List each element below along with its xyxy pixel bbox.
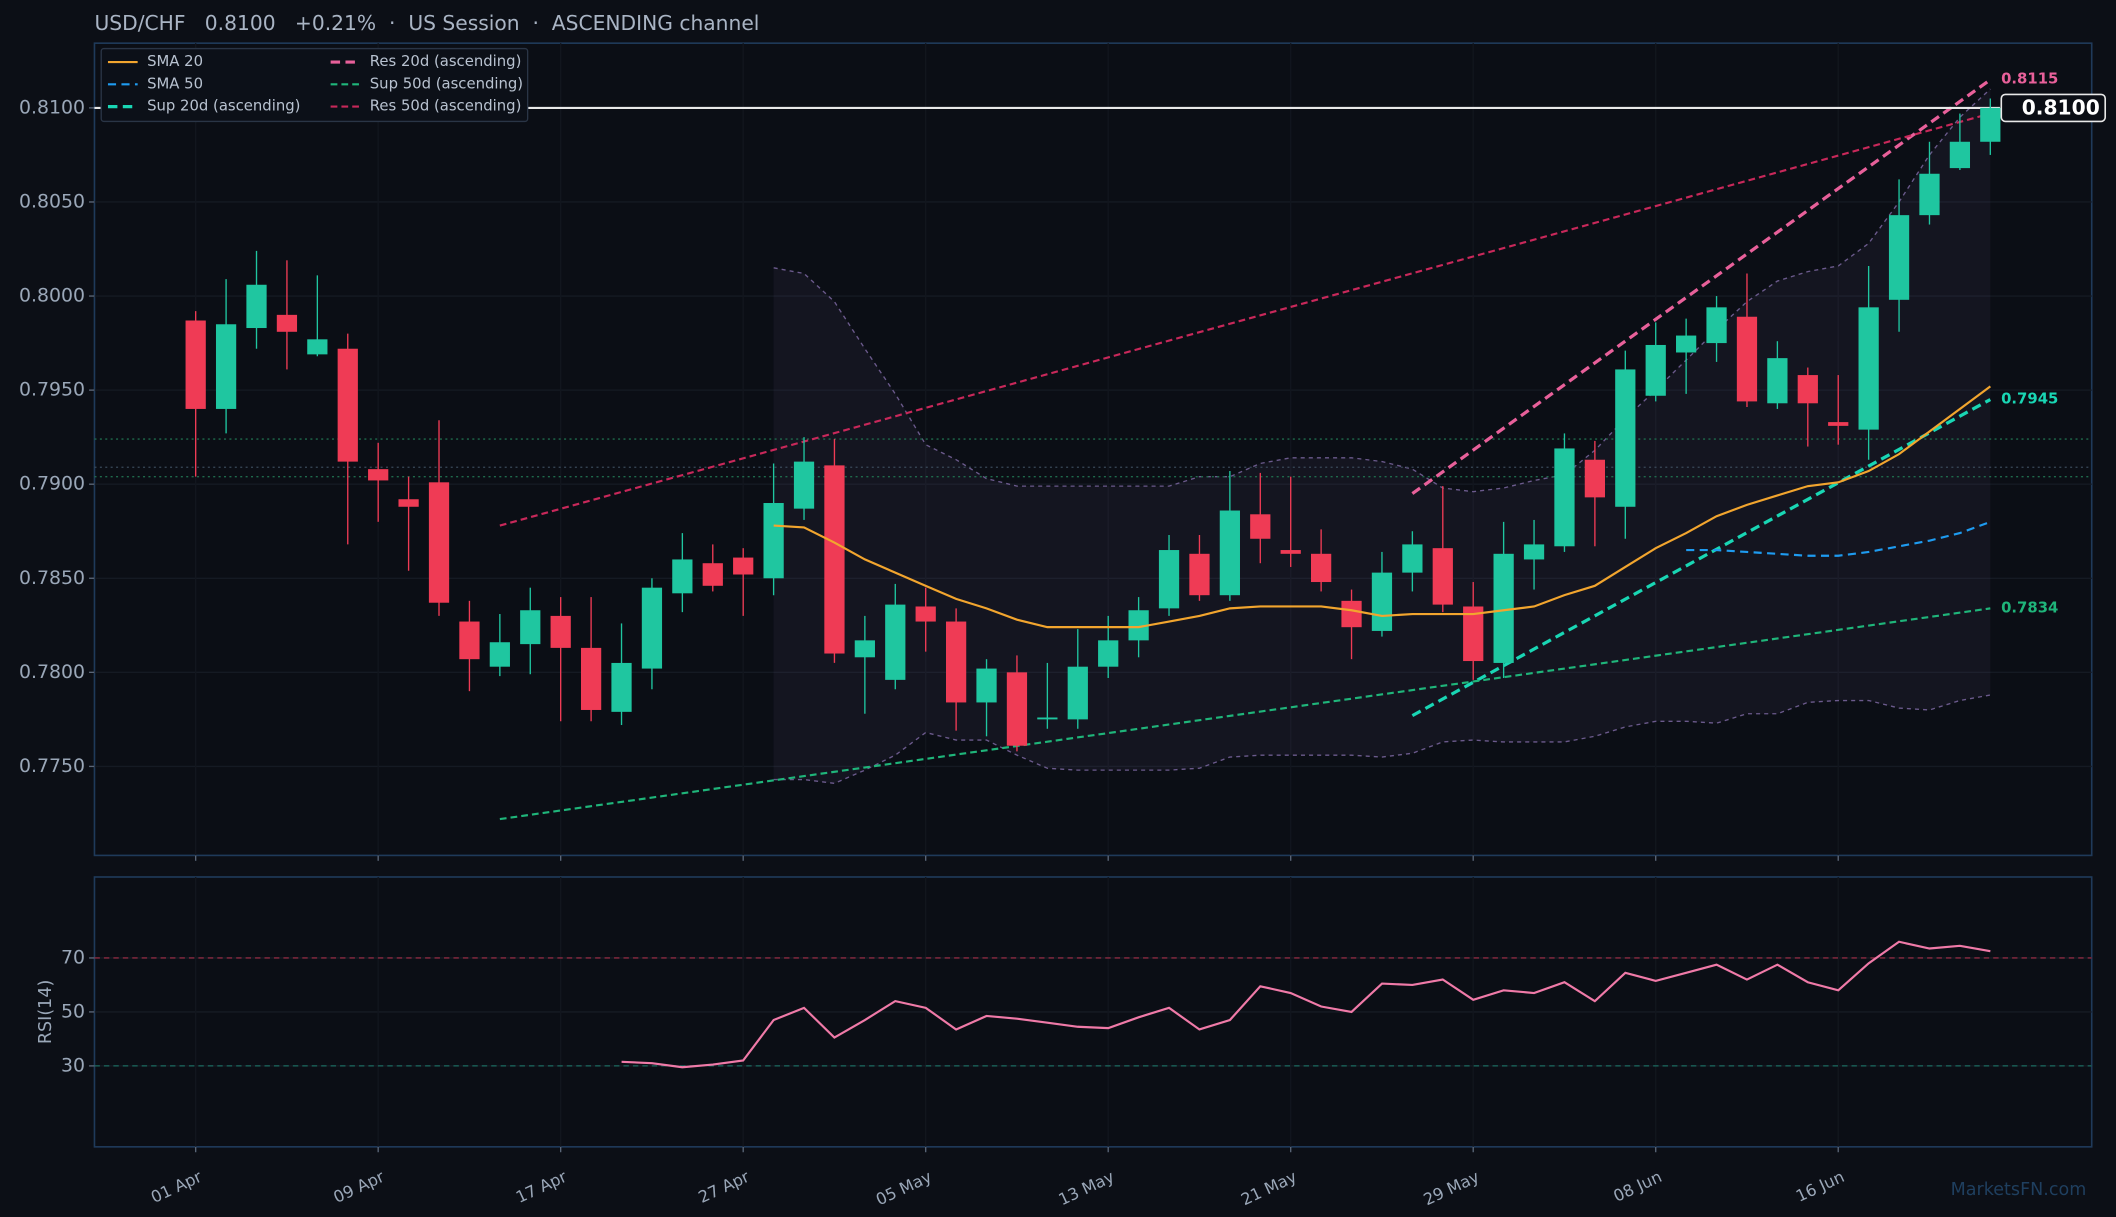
candle-body [459, 621, 480, 660]
last-price-box [2000, 93, 2107, 123]
series-line [1686, 520, 1991, 557]
candle-body [702, 563, 723, 586]
candle-body [580, 647, 602, 710]
candle-body [368, 469, 389, 481]
legend-label: Sup 20d (ascending) [147, 98, 300, 115]
candle-body [915, 606, 936, 622]
candle-body [520, 610, 541, 645]
candle-body [1523, 544, 1545, 560]
candle-body [398, 499, 419, 507]
trendline [1411, 398, 1992, 718]
candle-body [1888, 215, 1910, 300]
candle-body [1493, 553, 1514, 663]
watermark: MarketsFN.com [1951, 1180, 2087, 1200]
series-line [773, 385, 1992, 629]
candle-body [1615, 369, 1636, 507]
candle-body [1858, 307, 1879, 430]
candle-body [1584, 459, 1606, 498]
trendline-end-label: 0.7945 [2001, 391, 2058, 408]
y-tick-label: 50 [61, 1000, 85, 1022]
candle-body [854, 640, 875, 658]
candle-body [733, 557, 754, 575]
legend-label: SMA 20 [147, 53, 203, 70]
trendline [499, 607, 1991, 821]
candle-body [550, 615, 571, 648]
trendline [499, 112, 1991, 527]
candle-body [1006, 672, 1028, 746]
candle-body [824, 465, 845, 654]
candle-body [1067, 666, 1088, 720]
candle-body [1949, 141, 1971, 169]
candle-body [215, 324, 237, 409]
legend-label: Res 50d (ascending) [370, 98, 522, 115]
rsi-axis-label: RSI(14) [36, 980, 56, 1044]
candle-body [337, 348, 358, 462]
candle-body [763, 503, 784, 579]
band-upper [773, 88, 1991, 493]
legend-label: Res 20d (ascending) [370, 53, 522, 70]
candle-body [489, 642, 510, 667]
candle-body [1706, 307, 1727, 344]
candle-body [1128, 610, 1149, 641]
last-price-label: 0.8100 [2022, 96, 2100, 120]
band-fill [773, 89, 1991, 784]
y-tick-label: 30 [61, 1054, 85, 1076]
candle-body [1219, 510, 1240, 596]
candle-body [1371, 572, 1393, 631]
y-tick-label: 0.7750 [19, 755, 85, 777]
candle-body [945, 621, 967, 703]
legend-label: SMA 50 [147, 75, 203, 92]
legend [100, 47, 529, 123]
trendline-end-label: 0.8115 [2001, 71, 2058, 88]
candle-body [1432, 548, 1453, 605]
y-tick-label: 0.8050 [19, 190, 85, 212]
candle-body [611, 662, 632, 712]
y-tick-label: 0.7800 [19, 661, 85, 683]
candle-body [1341, 600, 1362, 628]
y-tick-label: 0.7900 [19, 473, 85, 495]
candle-body [1828, 422, 1849, 426]
y-tick-label: 0.7850 [19, 567, 85, 589]
candle-body [793, 461, 815, 509]
candle-body [1919, 173, 1940, 216]
candle-body [1736, 316, 1758, 402]
candle-body [428, 482, 450, 603]
band-lower [773, 694, 1991, 785]
candle-body [1098, 640, 1119, 667]
y-tick-label: 0.8100 [19, 96, 85, 118]
legend-label: Sup 50d (ascending) [370, 75, 523, 92]
candle-body [1158, 550, 1180, 609]
trendline-end-label: 0.7834 [2001, 599, 2058, 616]
candle-body [1980, 107, 2001, 142]
candle-body [1463, 606, 1484, 662]
candle-body [672, 559, 693, 594]
candle-body [1645, 344, 1666, 396]
candle-body [1280, 550, 1301, 554]
candle-body [185, 320, 206, 409]
y-tick-label: 0.7950 [19, 379, 85, 401]
candle-body [1311, 553, 1332, 583]
candle-body [1037, 717, 1058, 720]
candle-body [276, 314, 298, 332]
candle-body [976, 668, 997, 703]
candle-body [1554, 448, 1575, 547]
y-tick-label: 70 [61, 946, 85, 968]
chart-title: USD/CHF 0.8100 +0.21% · US Session · ASC… [94, 11, 759, 35]
candle-body [885, 604, 906, 680]
candle-body [307, 339, 328, 355]
candle-body [246, 284, 267, 329]
candle-body [1676, 335, 1697, 353]
candle-body [1189, 553, 1210, 596]
candle-body [641, 587, 663, 669]
y-tick-label: 0.8000 [19, 285, 85, 307]
price-panel [93, 42, 2093, 857]
candle-body [1797, 375, 1818, 404]
candle-body [1250, 514, 1271, 539]
series-line [621, 940, 1991, 1069]
candle-body [1402, 544, 1423, 573]
candle-body [1767, 358, 1788, 404]
